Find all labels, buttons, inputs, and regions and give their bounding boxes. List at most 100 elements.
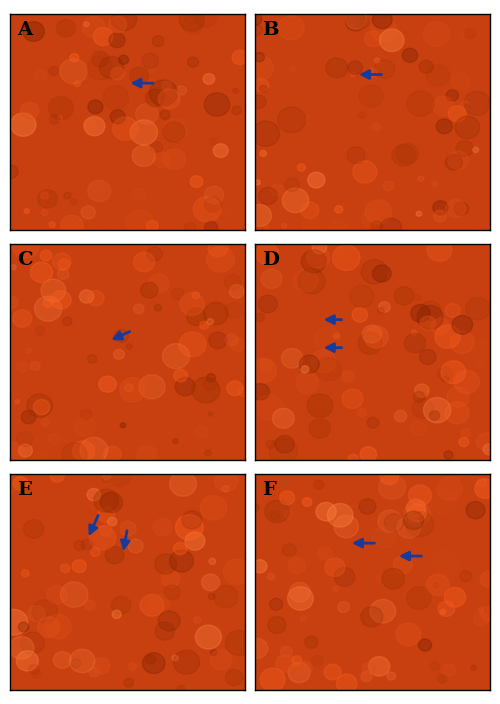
Circle shape <box>6 484 16 493</box>
Circle shape <box>324 664 341 680</box>
Circle shape <box>278 107 305 132</box>
Circle shape <box>174 369 188 382</box>
Circle shape <box>230 284 244 298</box>
Circle shape <box>289 582 310 602</box>
Circle shape <box>209 558 216 565</box>
Circle shape <box>150 594 170 612</box>
Circle shape <box>432 181 438 187</box>
Circle shape <box>172 288 184 299</box>
Circle shape <box>204 197 222 213</box>
Circle shape <box>364 31 382 46</box>
Circle shape <box>431 318 450 335</box>
Circle shape <box>163 149 186 170</box>
Circle shape <box>307 247 330 268</box>
Circle shape <box>164 119 188 142</box>
Circle shape <box>294 269 318 291</box>
Circle shape <box>437 477 462 501</box>
Circle shape <box>371 18 398 42</box>
Circle shape <box>208 239 228 257</box>
Circle shape <box>358 332 382 354</box>
Circle shape <box>350 285 374 308</box>
Circle shape <box>298 164 306 171</box>
Circle shape <box>35 70 46 80</box>
Circle shape <box>464 92 490 115</box>
Circle shape <box>408 485 432 505</box>
Circle shape <box>128 662 137 670</box>
Circle shape <box>0 442 26 467</box>
Circle shape <box>452 315 472 334</box>
Circle shape <box>12 310 32 327</box>
Circle shape <box>28 605 45 622</box>
Circle shape <box>104 446 122 463</box>
Circle shape <box>34 451 48 464</box>
Text: C: C <box>17 251 32 268</box>
Circle shape <box>434 210 446 222</box>
Circle shape <box>140 282 158 298</box>
Circle shape <box>30 361 40 370</box>
Circle shape <box>338 602 349 612</box>
Circle shape <box>188 57 198 67</box>
Circle shape <box>256 313 264 322</box>
Circle shape <box>38 190 58 208</box>
Circle shape <box>0 610 28 635</box>
Circle shape <box>56 20 76 37</box>
Circle shape <box>414 384 429 397</box>
Circle shape <box>438 601 454 617</box>
Circle shape <box>62 317 72 326</box>
Circle shape <box>58 115 63 120</box>
Circle shape <box>472 340 497 363</box>
Circle shape <box>18 622 29 631</box>
Circle shape <box>50 115 59 124</box>
Circle shape <box>276 655 294 672</box>
Circle shape <box>136 103 158 125</box>
Circle shape <box>42 418 50 426</box>
Circle shape <box>364 326 388 348</box>
Circle shape <box>365 200 392 224</box>
Circle shape <box>459 437 469 446</box>
Circle shape <box>185 532 205 551</box>
Circle shape <box>474 479 496 498</box>
Circle shape <box>146 220 158 231</box>
Circle shape <box>238 387 249 397</box>
Circle shape <box>307 394 333 417</box>
Circle shape <box>103 86 128 110</box>
Circle shape <box>378 302 390 313</box>
Circle shape <box>252 560 267 573</box>
Circle shape <box>70 199 76 204</box>
Circle shape <box>204 93 230 116</box>
Circle shape <box>358 112 366 118</box>
Circle shape <box>160 111 170 120</box>
Circle shape <box>352 161 377 183</box>
Circle shape <box>60 58 87 84</box>
Circle shape <box>48 96 74 120</box>
Circle shape <box>16 432 33 446</box>
Circle shape <box>72 441 94 461</box>
Circle shape <box>227 381 243 396</box>
Circle shape <box>376 576 382 582</box>
Circle shape <box>174 542 187 555</box>
Circle shape <box>28 665 40 674</box>
Circle shape <box>480 571 498 587</box>
Circle shape <box>109 33 125 48</box>
Circle shape <box>280 646 292 658</box>
Circle shape <box>372 123 380 131</box>
Circle shape <box>367 417 379 428</box>
Circle shape <box>164 585 180 600</box>
Circle shape <box>410 305 430 322</box>
Circle shape <box>438 367 452 381</box>
Circle shape <box>378 308 384 314</box>
Circle shape <box>248 13 262 25</box>
Circle shape <box>58 259 70 270</box>
Circle shape <box>204 186 224 203</box>
Circle shape <box>126 210 154 235</box>
Circle shape <box>140 594 164 616</box>
Circle shape <box>84 600 95 610</box>
Circle shape <box>434 583 439 588</box>
Circle shape <box>410 422 426 436</box>
Text: E: E <box>17 481 32 498</box>
Circle shape <box>89 667 100 677</box>
Circle shape <box>256 243 278 264</box>
Circle shape <box>446 154 462 170</box>
Circle shape <box>154 152 170 168</box>
Circle shape <box>465 104 469 108</box>
